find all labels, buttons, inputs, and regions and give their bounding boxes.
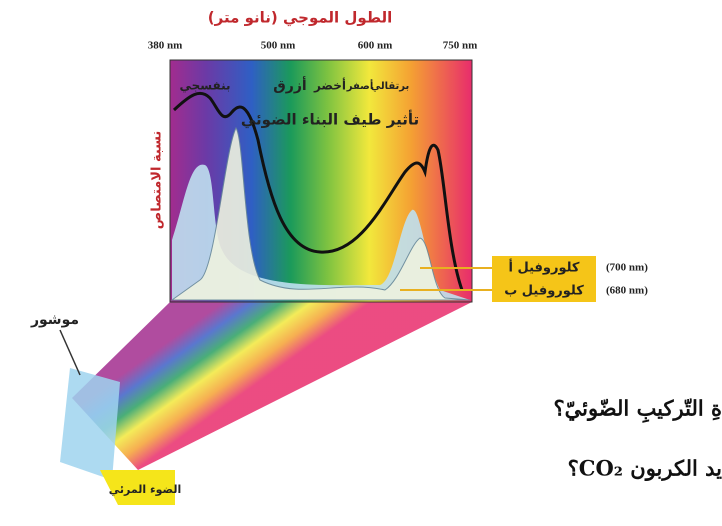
prism (60, 368, 120, 480)
tick-label: 600 nm (358, 40, 393, 52)
tick-label: 750 nm (443, 40, 478, 52)
pigment-name: كلوروفيل ب (504, 284, 584, 299)
prism-label: موشور (30, 312, 79, 328)
color-label: برتقالي (371, 81, 410, 92)
pigment-wavelength: (680 nm) (606, 285, 648, 297)
light-label: الضوء المرئي (109, 483, 181, 496)
chlorophyll-b-curve (172, 164, 470, 300)
y-label: نسبة الامتصاص (150, 131, 165, 230)
color-label: بنفسجي (179, 79, 230, 93)
title: الطول الموجي (نانو متر) (208, 9, 392, 27)
question: يد الكربون CO₂؟ (568, 456, 722, 482)
curve-label: تأثير طيف البناء الضوئي (241, 110, 419, 129)
color-label: أصفر (346, 79, 374, 92)
light-beam (72, 302, 472, 470)
chlorophyll-a-curve (170, 127, 471, 301)
tick-label: 500 nm (261, 40, 296, 52)
action-spectrum-curve (172, 91, 464, 291)
label-box (100, 470, 175, 505)
pigment-name: كلوروفيل أ (509, 259, 580, 276)
pigment-wavelength: (700 nm) (606, 262, 648, 274)
label-box (492, 280, 596, 302)
label-box (492, 256, 596, 280)
leader (59, 329, 81, 376)
tick-label: 380 nm (148, 40, 183, 52)
color-label: أخضر (313, 78, 346, 93)
question: ةِ التّركيبِ الضّوئيّ؟ (553, 396, 722, 424)
color-label: أزرق (273, 76, 306, 94)
diagram: الطول الموجي (نانو متر) 380 nm 500 nm 60… (30, 9, 722, 505)
